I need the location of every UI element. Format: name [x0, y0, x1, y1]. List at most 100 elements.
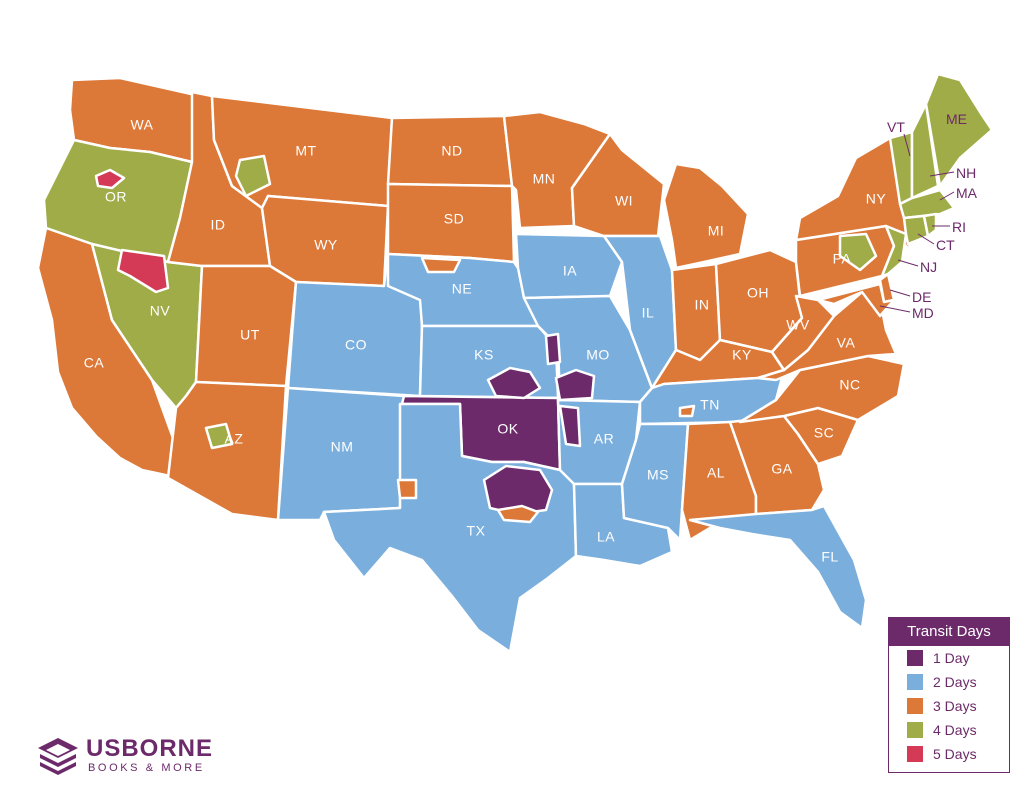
state-mi[interactable] — [662, 162, 750, 270]
state-label-ct: CT — [936, 237, 955, 253]
legend-label: 3 Days — [933, 698, 977, 714]
state-md[interactable] — [816, 282, 896, 318]
state-label-wv: WV — [786, 317, 810, 333]
legend-item-2-days: 2 Days — [889, 670, 1009, 694]
state-label-pa: PA — [833, 251, 852, 267]
state-label-co: CO — [345, 337, 367, 353]
legend-label: 5 Days — [933, 746, 977, 762]
brand-tagline: BOOKS & MORE — [88, 762, 205, 774]
state-label-nm: NM — [331, 439, 354, 455]
legend-item-3-days: 3 Days — [889, 694, 1009, 718]
state-label-ga: GA — [771, 461, 792, 477]
state-label-wy: WY — [314, 237, 338, 253]
state-label-ri: RI — [952, 219, 966, 235]
state-label-mn: MN — [533, 171, 556, 187]
zone-ar-1day — [558, 404, 582, 448]
state-label-fl: FL — [821, 549, 838, 565]
state-wi[interactable] — [570, 132, 666, 238]
state-label-nv: NV — [150, 303, 171, 319]
state-label-az: AZ — [225, 431, 244, 447]
state-label-sd: SD — [444, 211, 464, 227]
legend-label: 1 Day — [933, 650, 970, 666]
legend-swatch — [907, 650, 923, 666]
state-label-ne: NE — [452, 281, 472, 297]
zone-mo-1day — [554, 368, 596, 402]
legend-swatch — [907, 698, 923, 714]
state-label-ks: KS — [474, 347, 494, 363]
zone-mt-4day — [234, 154, 272, 198]
callout-line-ct — [917, 233, 935, 245]
zone-ks-1day — [486, 366, 542, 400]
state-fl[interactable] — [688, 504, 868, 630]
state-label-ny: NY — [866, 191, 887, 207]
zone-ne-3day — [420, 256, 462, 274]
state-label-ia: IA — [563, 263, 577, 279]
state-label-la: LA — [597, 529, 615, 545]
legend-title: Transit Days — [889, 618, 1009, 646]
callout-line-de — [889, 289, 911, 297]
legend-label: 4 Days — [933, 722, 977, 738]
state-label-mo: MO — [586, 347, 610, 363]
callout-line-vt — [903, 133, 911, 157]
state-label-md: MD — [912, 305, 934, 321]
state-label-ar: AR — [594, 431, 614, 447]
state-wv[interactable] — [770, 294, 836, 372]
zone-tx-3day-2 — [396, 478, 418, 500]
state-label-nd: ND — [441, 143, 462, 159]
state-label-va: VA — [837, 335, 856, 351]
stacked-books-icon — [38, 738, 78, 775]
legend-item-5-days: 5 Days — [889, 742, 1009, 766]
state-label-al: AL — [707, 465, 725, 481]
state-label-ut: UT — [240, 327, 260, 343]
state-label-or: OR — [105, 189, 127, 205]
state-label-ma: MA — [956, 185, 978, 201]
brand-name: USBORNE — [86, 735, 214, 762]
state-me[interactable] — [924, 72, 994, 188]
state-az[interactable] — [166, 380, 288, 522]
zone-tx-1day — [482, 464, 554, 516]
legend-swatch — [907, 722, 923, 738]
legend-label: 2 Days — [933, 674, 977, 690]
brand-logo: USBORNE BOOKS & MORE — [36, 736, 236, 780]
legend-item-4-days: 4 Days — [889, 718, 1009, 742]
state-label-tx: TX — [467, 523, 486, 539]
state-label-sc: SC — [814, 425, 834, 441]
state-label-id: ID — [211, 217, 226, 233]
state-label-ca: CA — [84, 355, 105, 371]
zone-pa-4day — [838, 232, 878, 272]
state-label-vt: VT — [887, 119, 905, 135]
zone-ks-mo-1day — [544, 332, 562, 366]
legend-swatch — [907, 746, 923, 762]
state-label-ms: MS — [647, 467, 669, 483]
state-label-mi: MI — [708, 223, 725, 239]
zone-az-4day — [204, 422, 234, 450]
state-label-ky: KY — [732, 347, 752, 363]
zone-nv-5day — [116, 248, 170, 294]
state-label-oh: OH — [747, 285, 769, 301]
callout-line-nh — [929, 171, 955, 177]
state-ri[interactable] — [922, 212, 938, 238]
state-label-ok: OK — [497, 421, 518, 437]
state-label-me: ME — [946, 111, 967, 127]
state-label-il: IL — [642, 305, 655, 321]
state-label-nc: NC — [839, 377, 860, 393]
legend-item-1-day: 1 Day — [889, 646, 1009, 670]
legend-swatch — [907, 674, 923, 690]
zone-tn-3day — [678, 404, 696, 418]
state-label-nj: NJ — [920, 259, 937, 275]
callout-line-ma — [939, 191, 955, 201]
legend: Transit Days 1 Day 2 Days 3 Days 4 Days … — [888, 617, 1010, 773]
state-nh[interactable] — [910, 102, 940, 200]
callout-line-md — [879, 305, 911, 313]
zone-tx-3day — [496, 504, 540, 524]
zone-or-5day — [94, 168, 126, 190]
callout-line-nj — [897, 259, 919, 267]
state-label-wa: WA — [130, 117, 153, 133]
state-label-in: IN — [695, 297, 710, 313]
state-label-mt: MT — [295, 143, 316, 159]
state-label-tn: TN — [700, 397, 720, 413]
state-label-de: DE — [912, 289, 931, 305]
state-label-wi: WI — [615, 193, 633, 209]
state-label-nh: NH — [956, 165, 976, 181]
